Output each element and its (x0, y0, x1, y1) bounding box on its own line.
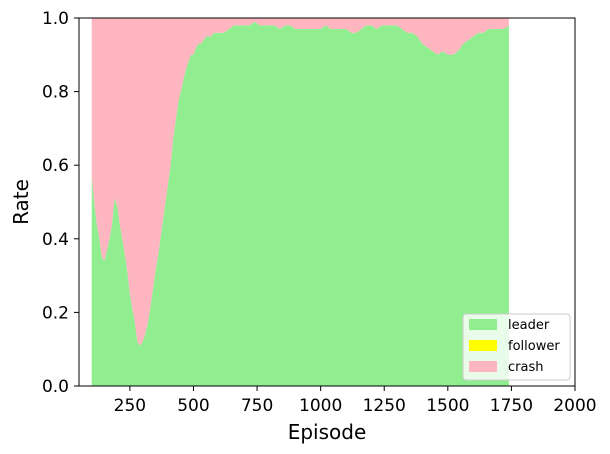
y-tick-label: 1.0 (42, 9, 69, 29)
x-tick-label: 1750 (490, 396, 533, 416)
y-tick-label: 0.6 (42, 156, 69, 176)
x-tick-label: 1000 (299, 396, 342, 416)
x-axis: 250 500 750 1000 1250 1500 1750 2000 (114, 386, 597, 416)
legend-items: leader follower crash (469, 318, 560, 375)
area-crash (91, 18, 509, 346)
x-tick-label: 500 (177, 396, 209, 416)
y-axis: 0.0 0.2 0.4 0.6 0.8 1.0 (42, 9, 79, 397)
area-layer (91, 18, 509, 387)
legend-label-crash: crash (508, 360, 543, 375)
x-tick-label: 1500 (426, 396, 469, 416)
plot-frame (78, 17, 576, 387)
x-tick-label: 2000 (553, 396, 596, 416)
legend-swatch-leader (469, 319, 497, 330)
x-tick-label: 250 (114, 396, 146, 416)
legend-swatch-crash (469, 361, 497, 372)
y-axis-title: Rate (9, 179, 33, 225)
legend-swatch-follower (469, 340, 497, 351)
legend-label-leader: leader (508, 318, 550, 333)
legend: leader follower crash (462, 313, 571, 381)
y-tick-label: 0.4 (42, 230, 69, 250)
legend-label-follower: follower (508, 339, 560, 354)
y-tick-label: 0.8 (42, 83, 69, 103)
x-tick-label: 1250 (363, 396, 406, 416)
y-tick-label: 0.2 (42, 303, 69, 323)
x-tick-label: 750 (241, 396, 273, 416)
area-leader (91, 21, 509, 387)
x-axis-title: Episode (288, 420, 367, 444)
y-tick-label: 0.0 (42, 377, 69, 397)
